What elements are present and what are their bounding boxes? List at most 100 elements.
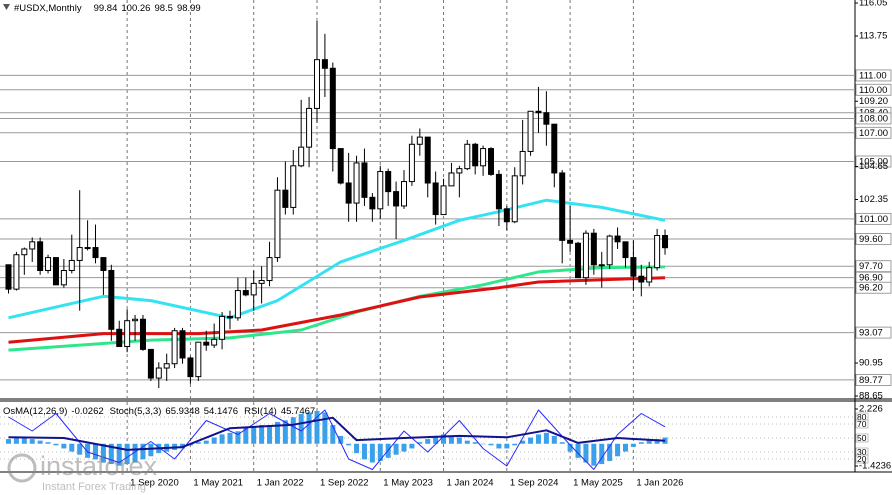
x-tick-label: 1 Jan 2026: [636, 478, 683, 489]
y-tick-label: 90.95: [859, 358, 883, 369]
y-tick-label: 102.35: [859, 194, 888, 205]
candle-body: [527, 110, 534, 152]
candle-body: [638, 275, 645, 283]
osma-bar: [195, 442, 201, 444]
osma-bar: [13, 437, 19, 444]
watermark-brand: instaforex: [40, 451, 158, 481]
candle-body: [234, 290, 241, 319]
level-label: 101.00: [859, 214, 888, 225]
candle-body: [313, 59, 320, 109]
osma-bar: [456, 437, 462, 444]
y-tick-label: 109.20: [859, 96, 888, 107]
osma-bar: [654, 439, 660, 444]
ohlc-readout: 99.84: [94, 3, 118, 14]
candle-body: [242, 290, 249, 296]
level-label: 105.00: [859, 157, 888, 168]
level-label: 93.07: [859, 328, 883, 339]
candle-body: [211, 338, 218, 346]
osma-bar: [6, 439, 11, 444]
osma-bar: [77, 443, 83, 455]
y-tick-label: 2.226: [859, 404, 883, 415]
y2-tick-label: 50: [857, 433, 867, 443]
indicator-name: RSI(14): [244, 406, 277, 417]
candle-body: [37, 241, 44, 271]
osma-bar: [504, 443, 510, 449]
osma-bar: [599, 443, 605, 465]
indicator-name: Stoch(5,3,3): [110, 406, 162, 417]
indicator-readout: 65.9348: [165, 406, 199, 417]
level-label-box: [855, 212, 892, 225]
candle-body: [298, 146, 305, 167]
ohlc-readout: 100.26: [121, 3, 150, 14]
x-tick-label: 1 May 2025: [573, 478, 623, 489]
osma-bar: [433, 435, 439, 444]
y2-tick-box: [855, 454, 869, 464]
candle-body: [116, 328, 123, 348]
osma-bar: [330, 425, 336, 444]
candle-body: [108, 269, 115, 330]
level-label: 110.00: [859, 85, 887, 96]
y-tick-label: 88.65: [859, 391, 883, 402]
candle-body: [258, 280, 265, 284]
candle-body: [187, 357, 194, 378]
osma-bar: [314, 410, 320, 444]
osma-bar: [148, 443, 154, 457]
osma-bar: [21, 437, 27, 444]
candle-body: [448, 172, 455, 187]
candle-body: [369, 196, 376, 210]
candle-body: [306, 107, 313, 148]
osma-bar: [108, 443, 114, 465]
osma-bar: [227, 432, 233, 444]
candle-body: [622, 241, 629, 259]
candle-body: [155, 367, 162, 379]
y-tick-label: 113.75: [859, 31, 887, 42]
indicator-readout: 45.7467: [281, 406, 315, 417]
osma-bar: [338, 435, 344, 444]
osma-bar: [591, 443, 597, 466]
stoch-line: [8, 409, 666, 470]
candle-body: [503, 208, 510, 223]
osma-bar: [425, 439, 431, 444]
candle-body: [606, 235, 613, 266]
candle-body: [567, 239, 574, 244]
chart-header: #USDX,Monthly 99.84 100.26 98.5 98.99: [14, 3, 201, 14]
indicator-name: OsMA(12,26,9): [3, 406, 67, 417]
candle-body: [171, 330, 178, 365]
osma-bar: [535, 434, 541, 444]
osma-bar: [267, 425, 273, 444]
osma-bar: [520, 440, 526, 444]
y-tick-label: -1.4236: [859, 461, 891, 472]
osma-bar: [393, 443, 399, 455]
candle-body: [219, 315, 226, 340]
osma-bar: [512, 443, 518, 446]
rsi-line: [8, 416, 666, 451]
candle-body: [68, 259, 75, 271]
candle-body: [385, 171, 392, 193]
watermark-tagline: Instant Forex Trading: [42, 481, 146, 493]
candle-body: [416, 136, 423, 145]
osma-bar: [93, 443, 99, 460]
candle-body: [646, 267, 653, 283]
header-icon: [3, 4, 10, 10]
watermark-logo: [7, 453, 37, 483]
candle-body: [440, 185, 447, 216]
y2-tick-label: 70: [857, 419, 867, 429]
indicator-readout: -0.0262: [71, 406, 103, 417]
osma-bar: [448, 435, 454, 444]
y-tick-label: 116.05: [859, 0, 887, 9]
moving-average: [8, 276, 666, 344]
y-tick-label: 104.65: [859, 161, 888, 172]
candle-body: [408, 143, 415, 183]
candle-body: [100, 257, 107, 271]
x-tick-label: 1 Sep 2022: [320, 478, 369, 489]
candle-body: [13, 254, 20, 290]
osma-bar: [615, 443, 621, 457]
osma-bar: [607, 443, 613, 461]
candle-body: [662, 235, 669, 249]
candle-body: [52, 257, 59, 286]
osma-bar: [124, 443, 130, 465]
osma-bar: [211, 437, 217, 444]
osma-bar: [543, 432, 549, 444]
